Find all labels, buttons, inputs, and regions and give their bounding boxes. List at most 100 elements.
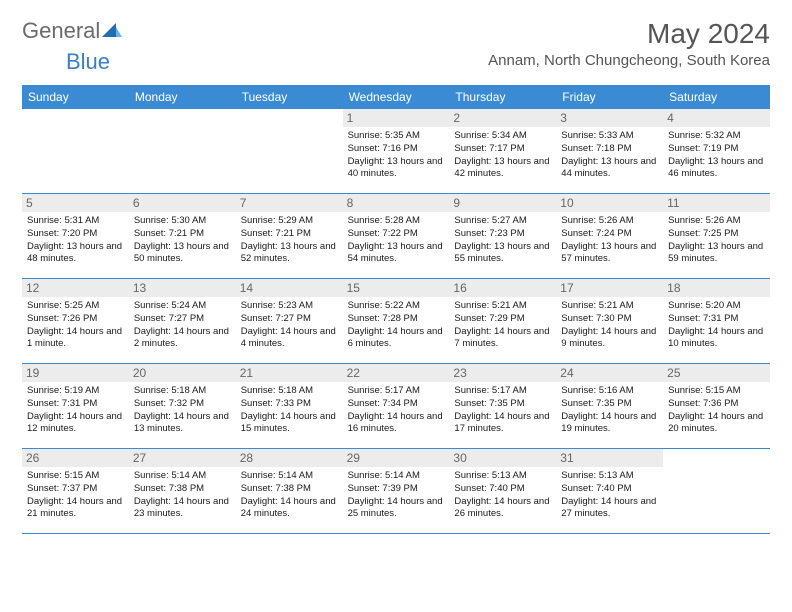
day-cell: 29 Sunrise: 5:14 AMSunset: 7:39 PMDayligh… xyxy=(343,449,450,533)
day-info: Sunrise: 5:26 AMSunset: 7:24 PMDaylight:… xyxy=(561,215,658,266)
day-info: Sunrise: 5:19 AMSunset: 7:31 PMDaylight:… xyxy=(27,385,124,436)
day-number: 14 xyxy=(236,279,343,297)
day-cell: 2 Sunrise: 5:34 AMSunset: 7:17 PMDaylight… xyxy=(449,109,556,193)
week-row: 12 Sunrise: 5:25 AMSunset: 7:26 PMDayligh… xyxy=(22,279,770,364)
header-right: May 2024 Annam, North Chungcheong, South… xyxy=(488,18,770,69)
day-number: 1 xyxy=(343,109,450,127)
week-row: 19 Sunrise: 5:19 AMSunset: 7:31 PMDayligh… xyxy=(22,364,770,449)
day-info: Sunrise: 5:15 AMSunset: 7:37 PMDaylight:… xyxy=(27,470,124,521)
day-number: 22 xyxy=(343,364,450,382)
day-info: Sunrise: 5:17 AMSunset: 7:35 PMDaylight:… xyxy=(454,385,551,436)
day-number: 6 xyxy=(129,194,236,212)
day-number: 19 xyxy=(22,364,129,382)
day-number: 12 xyxy=(22,279,129,297)
weeks-container: 1 Sunrise: 5:35 AMSunset: 7:16 PMDaylight… xyxy=(22,109,770,534)
day-info: Sunrise: 5:13 AMSunset: 7:40 PMDaylight:… xyxy=(561,470,658,521)
day-info: Sunrise: 5:34 AMSunset: 7:17 PMDaylight:… xyxy=(454,130,551,181)
day-info: Sunrise: 5:31 AMSunset: 7:20 PMDaylight:… xyxy=(27,215,124,266)
day-cell: 25 Sunrise: 5:15 AMSunset: 7:36 PMDayligh… xyxy=(663,364,770,448)
day-info: Sunrise: 5:28 AMSunset: 7:22 PMDaylight:… xyxy=(348,215,445,266)
day-info: Sunrise: 5:14 AMSunset: 7:39 PMDaylight:… xyxy=(348,470,445,521)
day-number: 26 xyxy=(22,449,129,467)
day-cell: 8 Sunrise: 5:28 AMSunset: 7:22 PMDaylight… xyxy=(343,194,450,278)
day-header-cell: Saturday xyxy=(663,85,770,109)
day-info: Sunrise: 5:15 AMSunset: 7:36 PMDaylight:… xyxy=(668,385,765,436)
day-cell: 4Sunrise: 5:32 AMSunset: 7:19 PMDaylight… xyxy=(663,109,770,193)
day-number: 29 xyxy=(343,449,450,467)
day-cell: 23 Sunrise: 5:17 AMSunset: 7:35 PMDayligh… xyxy=(449,364,556,448)
day-number: 18 xyxy=(663,279,770,297)
day-cell: 9 Sunrise: 5:27 AMSunset: 7:23 PMDaylight… xyxy=(449,194,556,278)
day-cell xyxy=(129,109,236,193)
day-number: 24 xyxy=(556,364,663,382)
day-number: 7 xyxy=(236,194,343,212)
month-title: May 2024 xyxy=(488,18,770,50)
day-cell: 28Sunrise: 5:14 AMSunset: 7:38 PMDayligh… xyxy=(236,449,343,533)
day-cell: 17 Sunrise: 5:21 AMSunset: 7:30 PMDayligh… xyxy=(556,279,663,363)
day-cell: 3Sunrise: 5:33 AMSunset: 7:18 PMDaylight… xyxy=(556,109,663,193)
day-number: 17 xyxy=(556,279,663,297)
day-cell: 27 Sunrise: 5:14 AMSunset: 7:38 PMDayligh… xyxy=(129,449,236,533)
day-cell: 12 Sunrise: 5:25 AMSunset: 7:26 PMDayligh… xyxy=(22,279,129,363)
day-number: 5 xyxy=(22,194,129,212)
day-number: 2 xyxy=(449,109,556,127)
day-info: Sunrise: 5:30 AMSunset: 7:21 PMDaylight:… xyxy=(134,215,231,266)
day-cell: 15 Sunrise: 5:22 AMSunset: 7:28 PMDayligh… xyxy=(343,279,450,363)
day-info: Sunrise: 5:18 AMSunset: 7:32 PMDaylight:… xyxy=(134,385,231,436)
brand-text-general: General xyxy=(22,18,100,44)
day-info: Sunrise: 5:23 AMSunset: 7:27 PMDaylight:… xyxy=(241,300,338,351)
day-cell: 24 Sunrise: 5:16 AMSunset: 7:35 PMDayligh… xyxy=(556,364,663,448)
day-info: Sunrise: 5:13 AMSunset: 7:40 PMDaylight:… xyxy=(454,470,551,521)
day-header-cell: Monday xyxy=(129,85,236,109)
day-cell: 30 Sunrise: 5:13 AMSunset: 7:40 PMDayligh… xyxy=(449,449,556,533)
day-info: Sunrise: 5:17 AMSunset: 7:34 PMDaylight:… xyxy=(348,385,445,436)
day-cell xyxy=(22,109,129,193)
day-cell: 7 Sunrise: 5:29 AMSunset: 7:21 PMDaylight… xyxy=(236,194,343,278)
day-cell xyxy=(236,109,343,193)
day-cell: 5 Sunrise: 5:31 AMSunset: 7:20 PMDaylight… xyxy=(22,194,129,278)
day-cell: 14 Sunrise: 5:23 AMSunset: 7:27 PMDayligh… xyxy=(236,279,343,363)
day-number: 8 xyxy=(343,194,450,212)
day-cell: 11Sunrise: 5:26 AMSunset: 7:25 PMDayligh… xyxy=(663,194,770,278)
day-info: Sunrise: 5:25 AMSunset: 7:26 PMDaylight:… xyxy=(27,300,124,351)
brand-triangle-icon xyxy=(102,21,122,42)
day-cell: 31Sunrise: 5:13 AMSunset: 7:40 PMDayligh… xyxy=(556,449,663,533)
day-cell: 26 Sunrise: 5:15 AMSunset: 7:37 PMDayligh… xyxy=(22,449,129,533)
day-cell: 6 Sunrise: 5:30 AMSunset: 7:21 PMDaylight… xyxy=(129,194,236,278)
day-info: Sunrise: 5:21 AMSunset: 7:29 PMDaylight:… xyxy=(454,300,551,351)
day-info: Sunrise: 5:22 AMSunset: 7:28 PMDaylight:… xyxy=(348,300,445,351)
day-number: 21 xyxy=(236,364,343,382)
day-header-cell: Thursday xyxy=(449,85,556,109)
day-header-cell: Friday xyxy=(556,85,663,109)
day-number: 25 xyxy=(663,364,770,382)
day-info: Sunrise: 5:27 AMSunset: 7:23 PMDaylight:… xyxy=(454,215,551,266)
day-info: Sunrise: 5:24 AMSunset: 7:27 PMDaylight:… xyxy=(134,300,231,351)
day-info: Sunrise: 5:32 AMSunset: 7:19 PMDaylight:… xyxy=(668,130,765,181)
day-cell: 20 Sunrise: 5:18 AMSunset: 7:32 PMDayligh… xyxy=(129,364,236,448)
day-number: 11 xyxy=(663,194,770,212)
day-number: 10 xyxy=(556,194,663,212)
week-row: 1 Sunrise: 5:35 AMSunset: 7:16 PMDaylight… xyxy=(22,109,770,194)
day-info: Sunrise: 5:16 AMSunset: 7:35 PMDaylight:… xyxy=(561,385,658,436)
day-cell: 19 Sunrise: 5:19 AMSunset: 7:31 PMDayligh… xyxy=(22,364,129,448)
day-info: Sunrise: 5:29 AMSunset: 7:21 PMDaylight:… xyxy=(241,215,338,266)
day-number: 9 xyxy=(449,194,556,212)
day-number: 15 xyxy=(343,279,450,297)
day-info: Sunrise: 5:14 AMSunset: 7:38 PMDaylight:… xyxy=(241,470,338,521)
day-number: 23 xyxy=(449,364,556,382)
day-cell: 1 Sunrise: 5:35 AMSunset: 7:16 PMDaylight… xyxy=(343,109,450,193)
day-number: 20 xyxy=(129,364,236,382)
day-cell: 21 Sunrise: 5:18 AMSunset: 7:33 PMDayligh… xyxy=(236,364,343,448)
day-header-cell: Sunday xyxy=(22,85,129,109)
brand-text-blue: Blue xyxy=(66,49,110,75)
day-number: 30 xyxy=(449,449,556,467)
day-cell: 16Sunrise: 5:21 AMSunset: 7:29 PMDayligh… xyxy=(449,279,556,363)
day-number: 27 xyxy=(129,449,236,467)
day-info: Sunrise: 5:35 AMSunset: 7:16 PMDaylight:… xyxy=(348,130,445,181)
day-info: Sunrise: 5:14 AMSunset: 7:38 PMDaylight:… xyxy=(134,470,231,521)
day-cell: 13Sunrise: 5:24 AMSunset: 7:27 PMDayligh… xyxy=(129,279,236,363)
day-info: Sunrise: 5:33 AMSunset: 7:18 PMDaylight:… xyxy=(561,130,658,181)
brand-logo: General xyxy=(22,18,124,44)
day-info: Sunrise: 5:21 AMSunset: 7:30 PMDaylight:… xyxy=(561,300,658,351)
day-info: Sunrise: 5:18 AMSunset: 7:33 PMDaylight:… xyxy=(241,385,338,436)
